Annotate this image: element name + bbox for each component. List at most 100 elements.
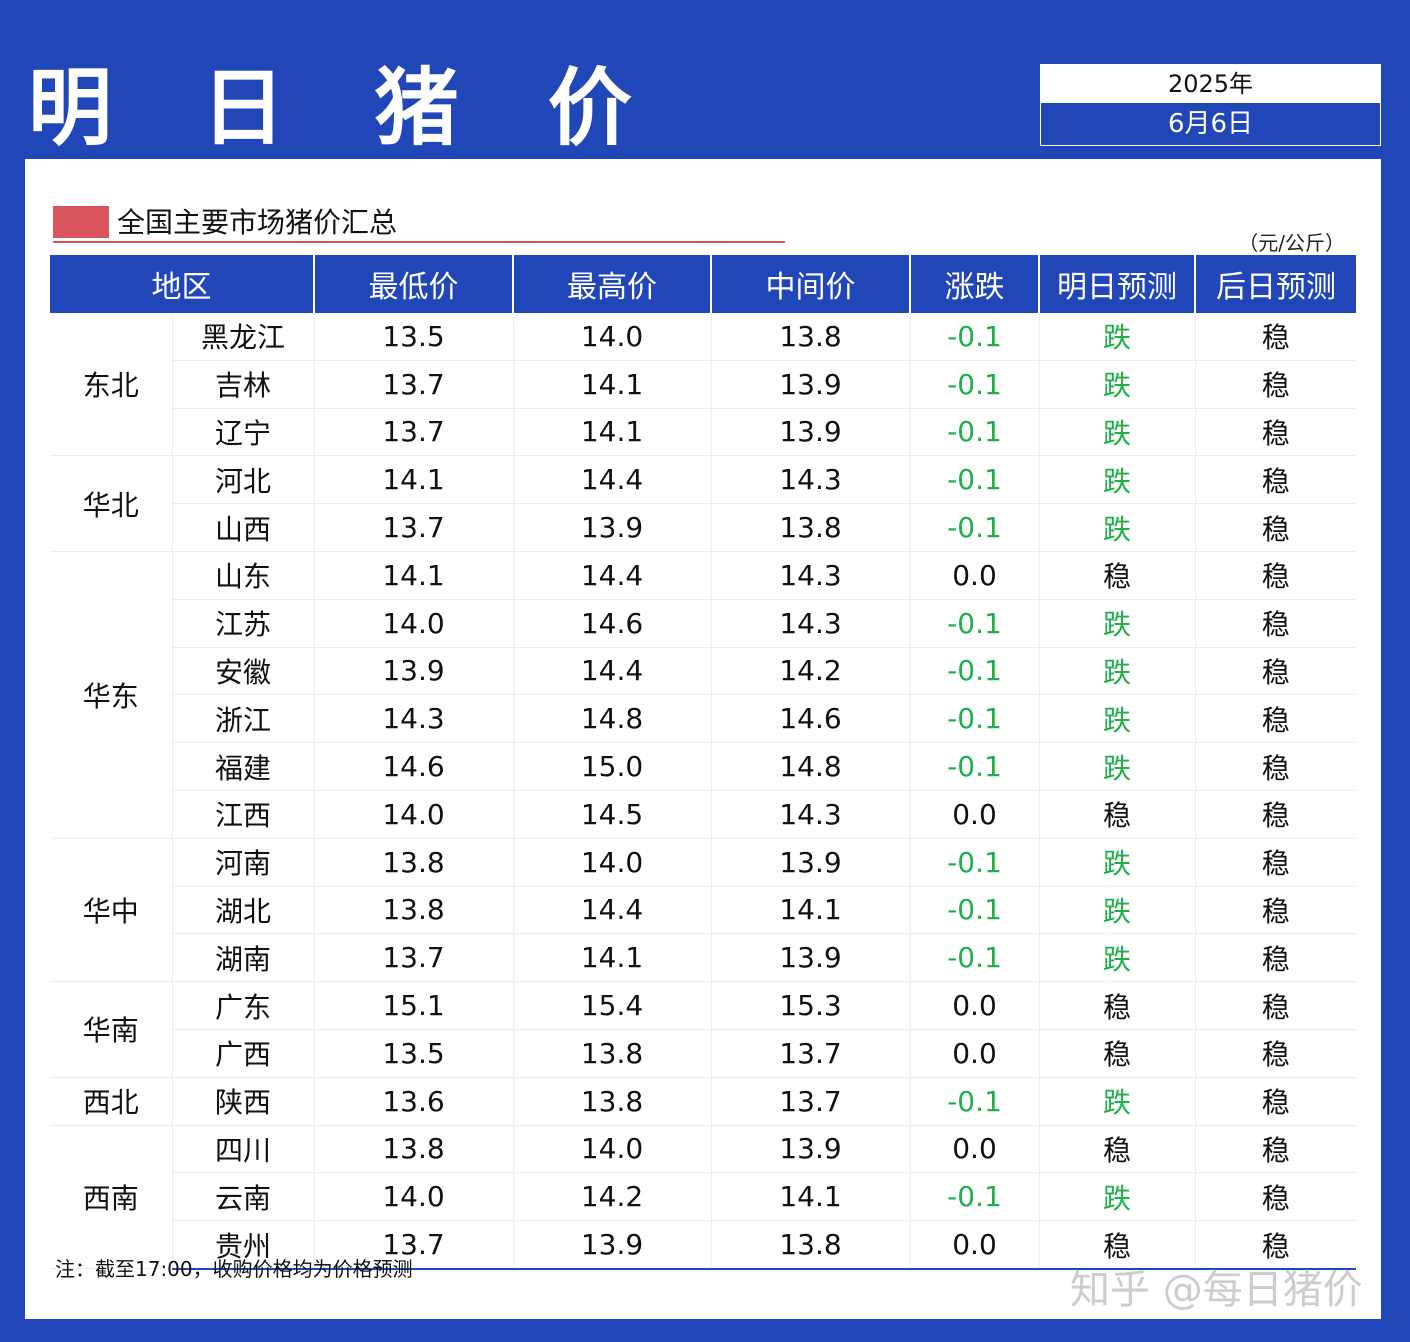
high-price-cell: 14.4: [512, 886, 711, 935]
table-row: 湖南 13.7 14.1 13.9 -0.1 跌稳: [50, 933, 1356, 983]
after-forecast-cell: 稳: [1194, 360, 1356, 409]
mid-price-cell: 13.9: [710, 1125, 910, 1174]
tomorrow-forecast-cell: 稳: [1038, 981, 1195, 1030]
after-forecast-cell: 稳: [1194, 313, 1356, 361]
high-price-cell: 14.6: [512, 599, 711, 648]
table-row: 辽宁 13.7 14.1 13.9 -0.1 跌稳: [50, 408, 1356, 457]
table-row: 浙江 14.3 14.8 14.6 -0.1 跌稳: [50, 694, 1356, 744]
low-price-cell: 13.9: [313, 647, 513, 696]
table-row: 西南 四川 13.8 14.0 13.9 0.0 稳稳: [50, 1125, 1356, 1270]
mid-price-cell: 14.1: [710, 1172, 910, 1222]
table-row: 江苏 14.0 14.6 14.3 -0.1 跌稳: [50, 599, 1356, 648]
low-price-cell: 13.8: [313, 1125, 513, 1174]
province-cell: 湖北: [171, 886, 314, 935]
change-cell: -0.1: [909, 1172, 1039, 1222]
high-price-cell: 15.4: [512, 981, 711, 1030]
low-price-cell: 13.8: [313, 838, 513, 887]
high-price-cell: 14.8: [512, 694, 711, 744]
mid-price-cell: 13.9: [710, 933, 910, 983]
change-cell: -0.1: [909, 313, 1039, 361]
after-forecast-cell: 稳: [1194, 838, 1356, 887]
low-price-cell: 13.5: [313, 313, 513, 361]
tomorrow-forecast-cell: 跌: [1038, 313, 1195, 361]
mid-price-cell: 14.6: [710, 694, 910, 744]
high-price-cell: 14.0: [512, 838, 711, 887]
region-cell: 华中: [50, 838, 172, 983]
low-price-cell: 14.3: [313, 694, 513, 744]
province-cell: 山西: [171, 503, 314, 552]
change-cell: -0.1: [909, 933, 1039, 983]
table-row: 贵州 13.7 13.9 13.8 0.0 稳稳: [50, 1220, 1356, 1270]
tomorrow-forecast-cell: 跌: [1038, 503, 1195, 552]
table-row: 华北 河北 14.1 14.4 14.3 -0.1 跌稳: [50, 455, 1356, 552]
low-price-cell: 13.5: [313, 1029, 513, 1078]
province-cell: 安徽: [171, 647, 314, 696]
content-panel: 全国主要市场猪价汇总 （元/公斤） 地区 最低价 最高价 中间价 涨跌 明日预测…: [25, 159, 1381, 1319]
province-cell: 辽宁: [171, 408, 314, 457]
tomorrow-forecast-cell: 稳: [1038, 1125, 1195, 1174]
mid-price-cell: 13.9: [710, 360, 910, 409]
table-row: 山西 13.7 13.9 13.8 -0.1 跌稳: [50, 503, 1356, 552]
province-cell: 河北: [171, 455, 314, 505]
low-price-cell: 13.7: [313, 503, 513, 552]
table-row: 东北 黑龙江 13.5 14.0 13.8 -0.1 跌稳: [50, 313, 1356, 457]
tomorrow-forecast-cell: 稳: [1038, 1029, 1195, 1078]
province-cell: 江苏: [171, 599, 314, 648]
after-forecast-cell: 稳: [1194, 790, 1356, 839]
tomorrow-forecast-cell: 跌: [1038, 1077, 1195, 1126]
high-price-cell: 14.1: [512, 933, 711, 983]
region-cell: 华东: [50, 551, 172, 839]
high-price-cell: 14.2: [512, 1172, 711, 1222]
change-cell: 0.0: [909, 1125, 1039, 1174]
tomorrow-forecast-cell: 跌: [1038, 694, 1195, 744]
low-price-cell: 14.6: [313, 742, 513, 791]
low-price-cell: 13.8: [313, 886, 513, 935]
col-header-low: 最低价: [313, 255, 513, 313]
table-row: 云南 14.0 14.2 14.1 -0.1 跌稳: [50, 1172, 1356, 1222]
province-cell: 福建: [171, 742, 314, 791]
table-row: 吉林 13.7 14.1 13.9 -0.1 跌稳: [50, 360, 1356, 409]
change-cell: -0.1: [909, 599, 1039, 648]
section-title: 全国主要市场猪价汇总: [117, 206, 398, 239]
region-cell: 东北: [50, 313, 172, 457]
low-price-cell: 13.7: [313, 933, 513, 983]
tomorrow-forecast-cell: 稳: [1038, 551, 1195, 600]
low-price-cell: 13.7: [313, 1220, 513, 1270]
mid-price-cell: 13.8: [710, 503, 910, 552]
low-price-cell: 14.1: [313, 455, 513, 505]
region-cell: 华南: [50, 981, 172, 1078]
after-forecast-cell: 稳: [1194, 742, 1356, 791]
unit-label: （元/公斤）: [1238, 231, 1345, 255]
province-cell: 湖南: [171, 933, 314, 983]
tomorrow-forecast-cell: 跌: [1038, 886, 1195, 935]
high-price-cell: 15.0: [512, 742, 711, 791]
mid-price-cell: 14.8: [710, 742, 910, 791]
after-forecast-cell: 稳: [1194, 933, 1356, 983]
high-price-cell: 14.1: [512, 408, 711, 457]
col-header-mid: 中间价: [710, 255, 910, 313]
low-price-cell: 13.7: [313, 360, 513, 409]
tomorrow-forecast-cell: 跌: [1038, 742, 1195, 791]
mid-price-cell: 15.3: [710, 981, 910, 1030]
after-forecast-cell: 稳: [1194, 1220, 1356, 1270]
high-price-cell: 14.4: [512, 551, 711, 600]
province-cell: 吉林: [171, 360, 314, 409]
change-cell: -0.1: [909, 408, 1039, 457]
after-forecast-cell: 稳: [1194, 981, 1356, 1030]
change-cell: 0.0: [909, 1029, 1039, 1078]
change-cell: 0.0: [909, 551, 1039, 600]
tomorrow-forecast-cell: 跌: [1038, 647, 1195, 696]
mid-price-cell: 13.8: [710, 313, 910, 361]
table-row: 福建 14.6 15.0 14.8 -0.1 跌稳: [50, 742, 1356, 791]
tomorrow-forecast-cell: 跌: [1038, 408, 1195, 457]
change-cell: -0.1: [909, 360, 1039, 409]
watermark: 知乎 @每日猪价: [1070, 1267, 1363, 1313]
high-price-cell: 13.8: [512, 1029, 711, 1078]
tomorrow-forecast-cell: 稳: [1038, 790, 1195, 839]
tomorrow-forecast-cell: 跌: [1038, 1172, 1195, 1222]
change-cell: -0.1: [909, 694, 1039, 744]
col-header-tomorrow: 明日预测: [1038, 255, 1195, 313]
low-price-cell: 14.1: [313, 551, 513, 600]
table-row: 华南 广东 15.1 15.4 15.3 0.0 稳稳: [50, 981, 1356, 1078]
province-cell: 黑龙江: [171, 313, 314, 361]
